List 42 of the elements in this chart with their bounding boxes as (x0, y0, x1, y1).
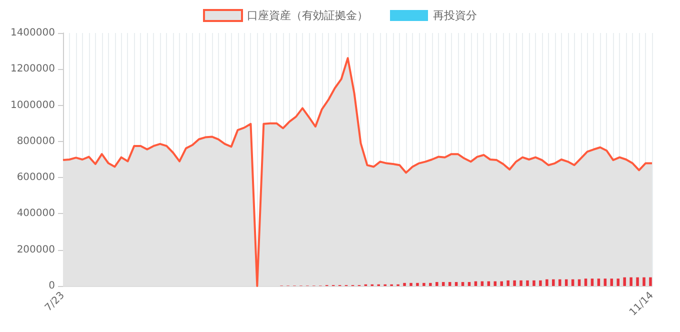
legend-label: 口座資産（有効証拠金） (247, 9, 368, 22)
bar (649, 277, 652, 286)
bar (604, 278, 607, 286)
bar (435, 282, 438, 286)
bar (636, 277, 639, 286)
bar (623, 277, 626, 286)
bar (584, 278, 588, 286)
bar (429, 282, 432, 286)
y-tick-label: 200000 (16, 244, 55, 256)
bar (642, 277, 646, 286)
bar (500, 281, 503, 286)
bar (506, 280, 510, 286)
bar (422, 282, 426, 286)
y-tick-label: 800000 (16, 136, 55, 147)
bar (616, 278, 620, 286)
y-tick-label: 1200000 (10, 64, 55, 75)
bar (410, 282, 412, 286)
bar (513, 280, 516, 286)
bar (597, 278, 600, 286)
y-tick-label: 0 (48, 280, 55, 292)
bar (442, 282, 445, 286)
bar (552, 279, 555, 286)
bar (546, 279, 548, 286)
y-tick-label: 1400000 (10, 28, 55, 38)
bar (468, 282, 471, 286)
y-tick-label: 600000 (16, 172, 55, 184)
bar (494, 281, 497, 286)
bar (610, 278, 614, 286)
bar (403, 282, 406, 286)
legend-label: 再投資分 (433, 9, 477, 22)
y-tick-label: 1000000 (10, 100, 55, 111)
bar (454, 282, 458, 286)
bar (539, 280, 542, 286)
bar (461, 282, 464, 286)
bar (448, 282, 452, 286)
bar (526, 280, 529, 286)
y-tick-label: 400000 (16, 208, 55, 220)
bar (630, 277, 632, 286)
bar (532, 280, 536, 286)
bar (416, 282, 419, 286)
bar (590, 278, 594, 286)
bar (520, 280, 522, 286)
